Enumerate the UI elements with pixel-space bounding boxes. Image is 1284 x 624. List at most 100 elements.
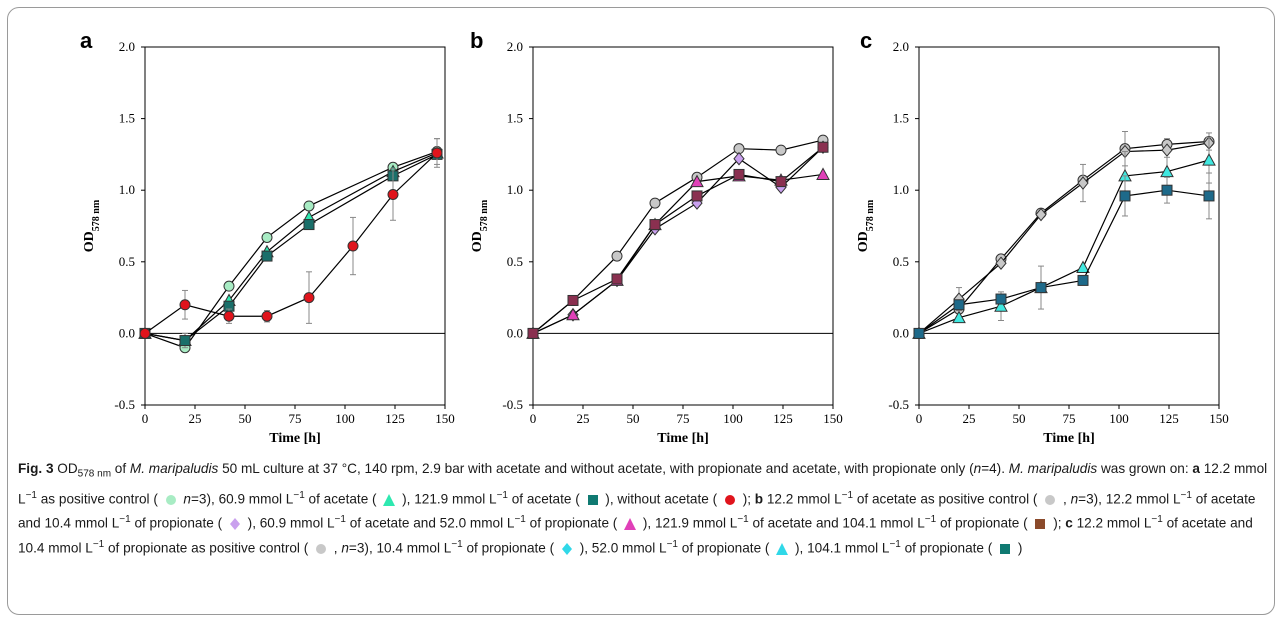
diamond-marker-icon — [561, 542, 572, 555]
x-tick-label: 100 — [1109, 411, 1129, 426]
data-point — [816, 167, 830, 180]
series-line — [918, 140, 1210, 334]
data-point — [1035, 282, 1047, 294]
y-tick-label: 1.0 — [119, 182, 135, 197]
plot-area-border — [144, 46, 446, 406]
y-tick-label: 1.5 — [507, 111, 523, 126]
caption-text: n — [973, 461, 982, 476]
y-tick-label: 1.5 — [119, 111, 135, 126]
x-tick-label: 125 — [1159, 411, 1179, 426]
caption-text: ), 121.9 mmol L — [398, 491, 497, 507]
caption-text: of propionate ( — [900, 540, 997, 556]
caption-text: n — [1070, 491, 1079, 507]
square-marker-icon — [1000, 543, 1011, 554]
x-axis-label: Time [h] — [1043, 431, 1094, 446]
caption-text: −1 — [737, 514, 749, 526]
caption-text: −1 — [25, 489, 37, 501]
caption-text: ), without acetate ( — [601, 491, 721, 507]
y-tick-label: 1.0 — [507, 182, 523, 197]
data-point — [303, 219, 315, 231]
series-line — [532, 173, 824, 334]
series-4 — [527, 141, 829, 339]
x-tick-label: 75 — [1063, 411, 1076, 426]
square-marker-icon — [587, 494, 598, 505]
y-axis-label: OD578 nm — [82, 199, 102, 252]
series-4 — [913, 172, 1215, 339]
caption-text: n — [183, 491, 191, 507]
caption-text: of propionate as positive control ( — [104, 540, 313, 556]
caption-text: −1 — [293, 489, 305, 501]
data-point — [1161, 184, 1173, 196]
figure-caption: Fig. 3 OD578 nm of M. maripaludis 50 mL … — [18, 458, 1268, 558]
x-tick-label: 100 — [335, 411, 355, 426]
data-point — [611, 273, 623, 285]
triangle-marker-icon — [624, 518, 637, 531]
data-point — [261, 250, 273, 262]
caption-text: =3), 12.2 mmol L — [1078, 491, 1181, 507]
y-tick-label: 0.0 — [119, 325, 135, 340]
caption-text: of — [111, 461, 130, 476]
data-point — [995, 256, 1007, 271]
circle-marker-icon — [165, 494, 176, 505]
caption-text: c — [1065, 515, 1073, 531]
caption-text: ), 104.1 mmol L — [791, 540, 890, 556]
x-tick-label: 150 — [435, 411, 455, 426]
caption-text: −1 — [841, 489, 854, 501]
data-point — [775, 144, 787, 156]
caption-text: of propionate ( — [936, 515, 1032, 531]
caption-text: −1 — [666, 538, 678, 550]
data-point — [775, 176, 787, 188]
caption-text: of acetate and 104.1 mmol L — [748, 515, 925, 531]
data-point — [303, 200, 315, 212]
data-point — [733, 168, 745, 180]
data-point — [817, 141, 829, 153]
x-tick-label: 25 — [189, 411, 202, 426]
caption-text: of acetate and 10.4 mmol L — [18, 491, 1256, 531]
data-point — [1119, 190, 1131, 202]
data-point — [649, 219, 661, 231]
panel-letter-c: c — [860, 28, 872, 53]
y-tick-label: -0.5 — [114, 397, 135, 412]
data-point — [223, 310, 235, 322]
y-tick-label: 2.0 — [119, 39, 135, 54]
data-point — [994, 299, 1008, 312]
plot-area-border — [918, 46, 1220, 406]
y-tick-label: 0.5 — [507, 254, 523, 269]
caption-text: , — [330, 540, 342, 556]
chart-panel-c: -0.5 0.0 0.5 1.0 1.5 2.0 0 25 50 75 100 125 150 Time … — [856, 28, 1229, 446]
y-tick-label: 0.5 — [119, 254, 135, 269]
data-point — [1160, 164, 1174, 178]
data-point — [261, 231, 273, 243]
caption-text: =3), 60.9 mmol L — [190, 491, 294, 507]
caption-text: ), 121.9 mmol L — [639, 515, 738, 531]
data-point — [995, 293, 1007, 305]
x-tick-label: 50 — [239, 411, 252, 426]
caption-text: ), 52.0 mmol L — [575, 540, 667, 556]
data-point — [1077, 274, 1089, 286]
data-point — [733, 151, 745, 166]
y-tick-label: 2.0 — [893, 39, 909, 54]
series-3 — [526, 167, 830, 339]
data-point — [1161, 143, 1173, 157]
caption-text: of propionate ( — [525, 515, 622, 531]
triangle-marker-icon — [776, 542, 789, 555]
data-point — [953, 299, 965, 311]
x-axis-label: Time [h] — [269, 431, 320, 446]
data-point — [913, 327, 925, 339]
data-point — [431, 147, 443, 159]
chart-panel-b: -0.5 0.0 0.5 1.0 1.5 2.0 0 25 50 75 100 125 150 Time … — [470, 28, 843, 446]
data-point — [303, 292, 315, 304]
data-point — [261, 310, 273, 322]
y-tick-label: 0.0 — [893, 325, 909, 340]
caption-text: n — [341, 540, 349, 556]
data-point — [1076, 260, 1090, 274]
caption-text: 578 nm — [77, 468, 112, 480]
data-point — [387, 188, 399, 200]
caption-text: b — [754, 491, 764, 507]
caption-figure-label: Fig. 3 — [18, 461, 54, 476]
caption-text: a — [1192, 461, 1200, 476]
caption-text: −1 — [496, 489, 508, 501]
caption-text: OD — [53, 461, 78, 476]
data-point — [690, 174, 704, 188]
caption-text: 12.2 mmol L — [18, 461, 1268, 507]
